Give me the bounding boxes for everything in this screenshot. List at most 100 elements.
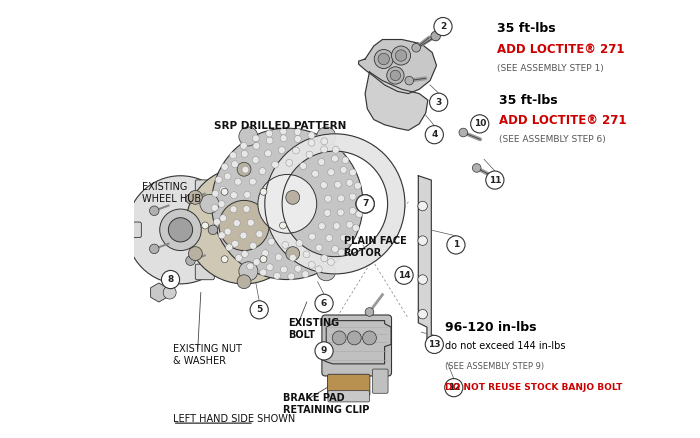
- Text: DO NOT REUSE STOCK BANJO BOLT: DO NOT REUSE STOCK BANJO BOLT: [445, 383, 622, 392]
- Text: ADD LOCTITE® 271: ADD LOCTITE® 271: [497, 43, 624, 56]
- Circle shape: [363, 331, 377, 345]
- Circle shape: [315, 266, 322, 273]
- Circle shape: [200, 194, 219, 213]
- Circle shape: [316, 244, 323, 251]
- Circle shape: [356, 194, 375, 213]
- Text: EXISTING
BOLT: EXISTING BOLT: [288, 318, 340, 340]
- Circle shape: [340, 234, 347, 241]
- Text: ADD LOCTITE® 271: ADD LOCTITE® 271: [499, 114, 626, 127]
- Circle shape: [253, 142, 260, 149]
- Text: 7: 7: [362, 199, 368, 208]
- Text: 2: 2: [440, 22, 446, 31]
- Circle shape: [218, 232, 225, 239]
- Circle shape: [224, 228, 231, 235]
- Circle shape: [412, 43, 421, 52]
- Circle shape: [349, 169, 356, 176]
- Circle shape: [315, 294, 333, 312]
- Circle shape: [243, 205, 250, 212]
- Text: 8: 8: [167, 275, 174, 284]
- Circle shape: [395, 50, 407, 61]
- Circle shape: [150, 244, 159, 254]
- Circle shape: [296, 240, 303, 247]
- Circle shape: [275, 254, 282, 261]
- Circle shape: [288, 273, 295, 280]
- Circle shape: [431, 32, 440, 41]
- Circle shape: [332, 155, 338, 162]
- Circle shape: [321, 255, 328, 261]
- Circle shape: [239, 127, 258, 146]
- Circle shape: [211, 128, 363, 279]
- Circle shape: [332, 146, 340, 153]
- Circle shape: [267, 264, 273, 271]
- Circle shape: [241, 251, 248, 258]
- Circle shape: [318, 223, 326, 230]
- Circle shape: [202, 222, 209, 229]
- Circle shape: [302, 271, 309, 278]
- Circle shape: [295, 265, 302, 272]
- Circle shape: [282, 241, 289, 248]
- Circle shape: [387, 67, 404, 84]
- Circle shape: [216, 177, 222, 183]
- Circle shape: [418, 201, 428, 211]
- Circle shape: [259, 168, 266, 175]
- Circle shape: [219, 201, 269, 251]
- Text: LEFT HAND SIDE SHOWN: LEFT HAND SIDE SHOWN: [173, 414, 295, 424]
- Circle shape: [169, 218, 192, 242]
- Circle shape: [250, 301, 268, 319]
- Text: (SEE ASSEMBLY STEP 1): (SEE ASSEMBLY STEP 1): [497, 64, 604, 73]
- FancyBboxPatch shape: [322, 315, 391, 376]
- Circle shape: [325, 195, 332, 202]
- Circle shape: [224, 173, 231, 180]
- Circle shape: [459, 128, 468, 137]
- Circle shape: [312, 170, 318, 177]
- Circle shape: [127, 176, 234, 284]
- Text: PLAIN FACE
ROTOR: PLAIN FACE ROTOR: [344, 237, 406, 258]
- Circle shape: [268, 238, 275, 245]
- Circle shape: [150, 206, 159, 215]
- Circle shape: [274, 272, 281, 279]
- Circle shape: [418, 275, 428, 284]
- Circle shape: [272, 161, 279, 168]
- Circle shape: [281, 266, 287, 273]
- Circle shape: [235, 254, 242, 261]
- Circle shape: [230, 152, 237, 159]
- Circle shape: [316, 262, 336, 281]
- Circle shape: [324, 209, 331, 216]
- Circle shape: [356, 196, 363, 203]
- Circle shape: [447, 236, 465, 254]
- Circle shape: [430, 93, 448, 111]
- Circle shape: [391, 46, 410, 65]
- Circle shape: [309, 233, 316, 240]
- Text: BRAKE PAD
RETAINING CLIP: BRAKE PAD RETAINING CLIP: [283, 393, 370, 415]
- Circle shape: [239, 262, 258, 281]
- Circle shape: [253, 258, 260, 265]
- Circle shape: [225, 244, 232, 251]
- Text: (SEE ASSEMBLY STEP 9): (SEE ASSEMBLY STEP 9): [445, 362, 545, 371]
- Circle shape: [356, 195, 374, 213]
- Circle shape: [260, 188, 267, 195]
- Circle shape: [321, 182, 328, 188]
- Circle shape: [247, 219, 254, 226]
- Circle shape: [337, 195, 344, 202]
- Circle shape: [244, 191, 251, 198]
- Text: SRP DRILLED PATTERN: SRP DRILLED PATTERN: [214, 121, 346, 131]
- Circle shape: [212, 190, 219, 197]
- Text: 5: 5: [256, 305, 262, 314]
- Text: EXISTING NUT
& WASHER: EXISTING NUT & WASHER: [173, 344, 242, 366]
- Circle shape: [308, 132, 315, 139]
- Circle shape: [365, 307, 374, 316]
- Circle shape: [306, 151, 313, 158]
- Circle shape: [293, 147, 300, 154]
- Text: 4: 4: [431, 130, 438, 139]
- Text: 10: 10: [473, 120, 486, 128]
- Circle shape: [340, 166, 347, 173]
- Circle shape: [218, 201, 225, 208]
- Circle shape: [354, 182, 361, 189]
- Text: 1: 1: [453, 240, 459, 250]
- Circle shape: [473, 164, 481, 172]
- FancyBboxPatch shape: [328, 391, 370, 402]
- Circle shape: [237, 162, 251, 176]
- Circle shape: [486, 171, 504, 189]
- Circle shape: [308, 261, 315, 268]
- FancyBboxPatch shape: [122, 222, 141, 237]
